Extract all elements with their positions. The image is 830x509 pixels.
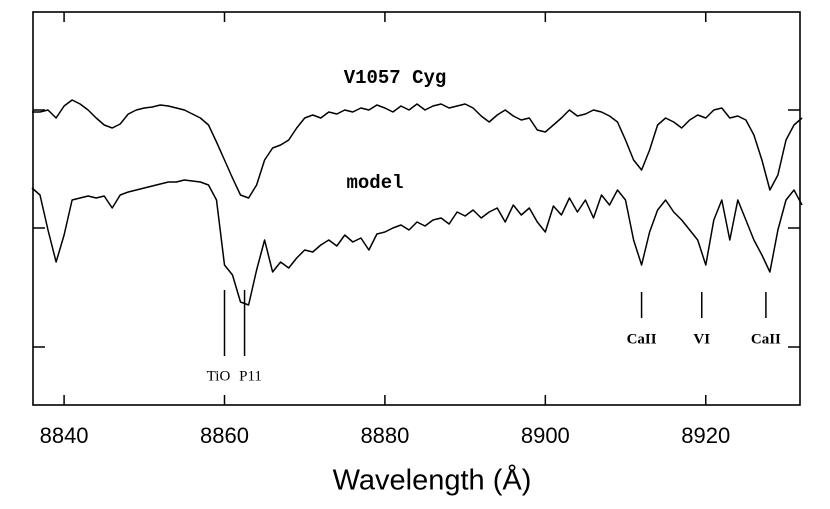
x-axis-label: Wavelength (Å) <box>333 464 532 497</box>
plot-frame <box>32 11 801 406</box>
series-label: model <box>346 172 403 194</box>
spectrum-line <box>32 99 803 199</box>
line-label: CaII <box>751 331 781 347</box>
line-label: VI <box>693 331 710 347</box>
x-tick-label: 8840 <box>40 423 89 448</box>
line-label: CaII <box>627 331 657 347</box>
x-tick-label: 8880 <box>360 423 409 448</box>
x-tick-label: 8920 <box>681 423 730 448</box>
line-label: P11 <box>239 368 262 384</box>
line-label: TiO <box>207 368 231 384</box>
x-tick-label: 8860 <box>200 423 249 448</box>
spectrum-line <box>31 179 803 306</box>
x-tick-label: 8900 <box>521 423 570 448</box>
series-label: V1057 Cyg <box>344 67 447 89</box>
